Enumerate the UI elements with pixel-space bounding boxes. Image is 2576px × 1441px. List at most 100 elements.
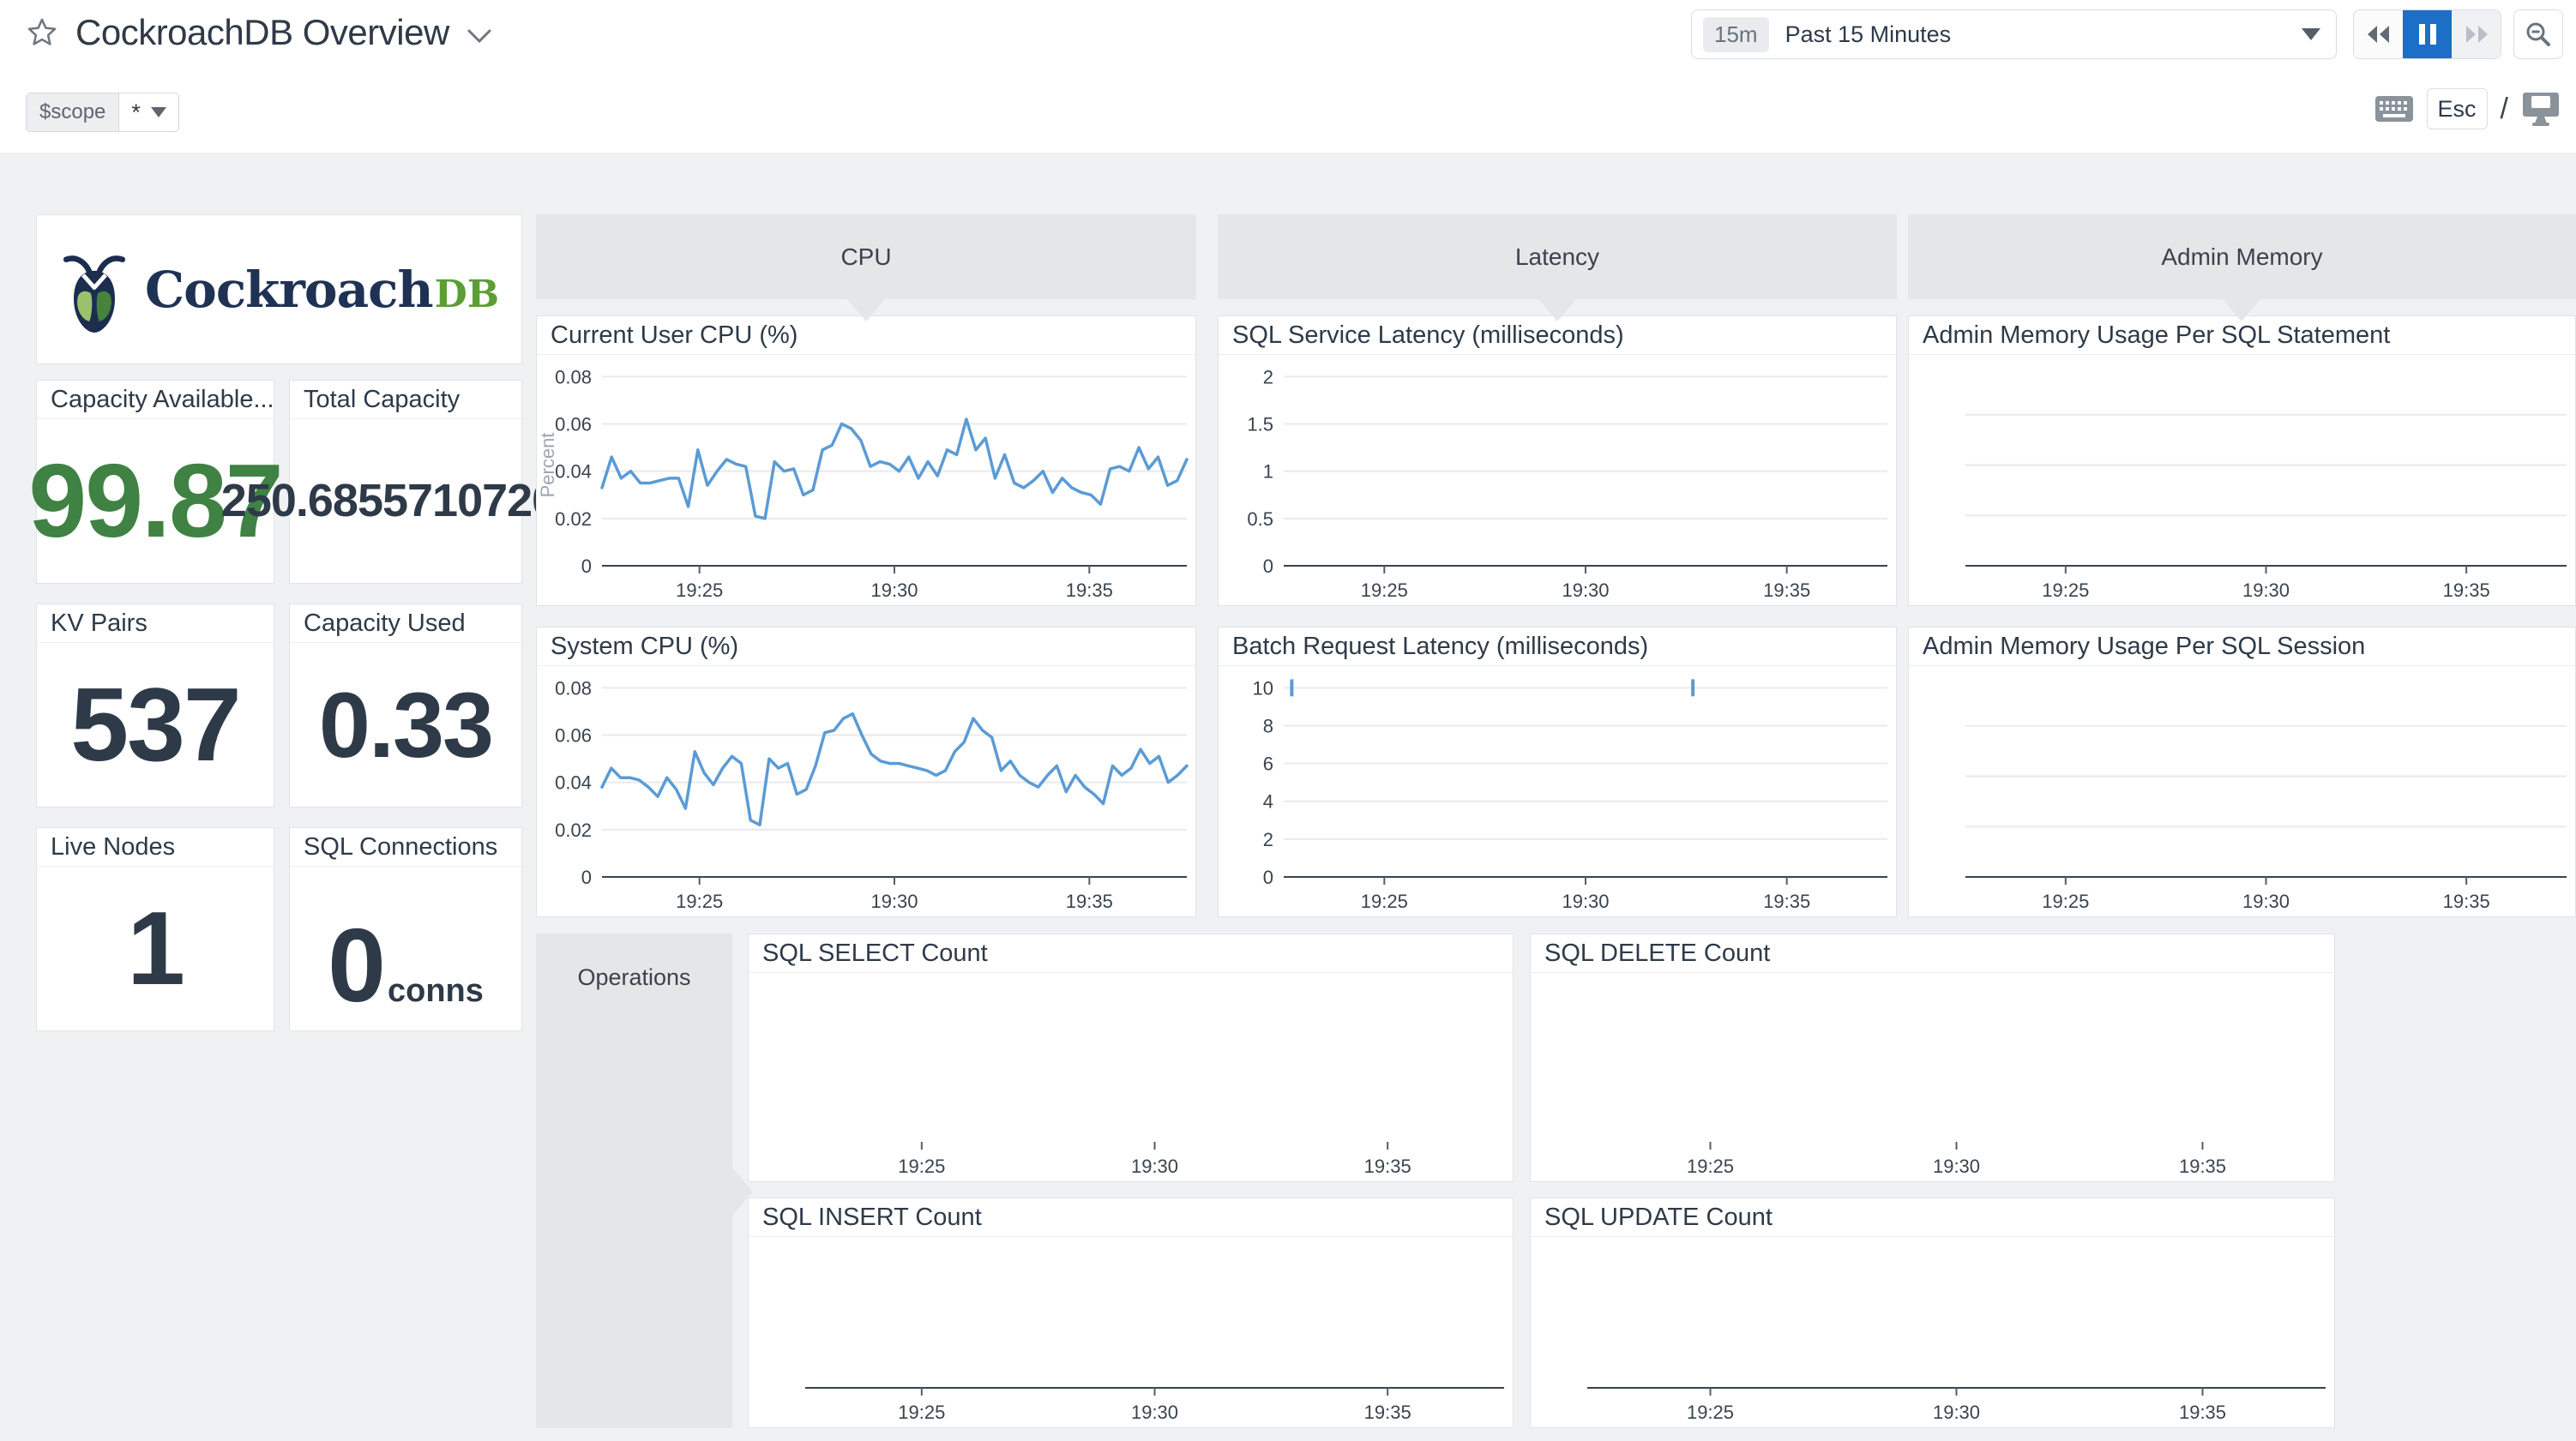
svg-text:0.06: 0.06: [555, 725, 592, 747]
chart-card-current-user-cpu: Current User CPU (%) 0 0.02 0.04 0.06 0.08 19…: [536, 315, 1196, 606]
fullscreen-monitor-icon[interactable]: [2521, 91, 2561, 127]
pause-icon: [2418, 24, 2436, 45]
chart-plot-sql-select-count[interactable]: 19:25 19:30 19:35: [749, 972, 1513, 1181]
svg-text:19:30: 19:30: [2242, 891, 2290, 912]
chart-title: SQL DELETE Count: [1531, 934, 2334, 973]
svg-text:0: 0: [581, 555, 592, 577]
svg-text:0.02: 0.02: [555, 820, 592, 841]
svg-text:19:25: 19:25: [2042, 579, 2089, 601]
chart-title: SQL INSERT Count: [749, 1198, 1513, 1237]
time-range-picker[interactable]: 15m Past 15 Minutes: [1691, 9, 2337, 59]
svg-text:19:30: 19:30: [2242, 579, 2290, 601]
zoom-out-button[interactable]: [2513, 9, 2563, 59]
svg-text:Percent: Percent: [537, 433, 558, 498]
page-title: CockroachDB Overview: [75, 12, 449, 52]
chart-plot-system-cpu[interactable]: 0 0.02 0.04 0.06 0.08 19:25 19:30 19:35: [537, 665, 1195, 916]
svg-text:19:30: 19:30: [870, 579, 918, 601]
pause-button[interactable]: [2403, 10, 2452, 58]
stat-label: Capacity Available...: [37, 381, 274, 419]
svg-text:19:25: 19:25: [676, 891, 723, 912]
svg-text:19:35: 19:35: [1364, 1156, 1411, 1177]
title-chevron-down-icon[interactable]: [466, 28, 492, 44]
chart-card-sql-delete-count: SQL DELETE Count 19:25 19:30 19:35: [1530, 934, 2335, 1182]
template-variable-scope[interactable]: $scope *: [26, 93, 179, 132]
svg-text:19:35: 19:35: [1066, 579, 1113, 601]
svg-text:0.5: 0.5: [1247, 508, 1273, 530]
scope-value-text: *: [131, 99, 141, 125]
chart-card-system-cpu: System CPU (%) 0 0.02 0.04 0.06 0.08 19:25 19:…: [536, 627, 1196, 917]
chart-plot-batch-request-latency[interactable]: 0 2 4 6 8 10 19:25 19:30 19:35: [1219, 665, 1896, 916]
group-header-cpu[interactable]: CPU: [536, 214, 1196, 299]
fast-forward-button[interactable]: [2452, 10, 2501, 58]
latency-group-pointer: [1538, 299, 1576, 321]
svg-text:8: 8: [1263, 715, 1273, 736]
star-icon[interactable]: [26, 16, 58, 49]
chart-card-batch-request-latency: Batch Request Latency (milliseconds) 0 2 4…: [1218, 627, 1897, 917]
svg-text:19:25: 19:25: [898, 1402, 945, 1423]
svg-text:19:30: 19:30: [870, 891, 918, 912]
cpu-group-pointer: [847, 299, 885, 321]
svg-text:19:30: 19:30: [1933, 1402, 1980, 1423]
stat-value: 250.6855710720: [220, 475, 557, 526]
logo-db-suffix: DB: [434, 272, 500, 316]
svg-text:10: 10: [1253, 677, 1273, 699]
stat-label: Live Nodes: [37, 828, 274, 867]
chart-card-sql-service-latency: SQL Service Latency (milliseconds) 0 0.5 1…: [1218, 315, 1897, 606]
admin-memory-group-pointer: [2223, 299, 2260, 321]
chart-title: System CPU (%): [537, 627, 1195, 666]
chart-title: SQL SELECT Count: [749, 934, 1513, 973]
rewind-button[interactable]: [2354, 10, 2403, 58]
svg-text:1: 1: [1263, 461, 1273, 483]
scope-variable-value[interactable]: *: [119, 93, 178, 131]
chart-card-sql-update-count: SQL UPDATE Count 19:25 19:30 19:35: [1530, 1198, 2335, 1428]
esc-key-button[interactable]: Esc: [2426, 88, 2488, 129]
svg-text:19:30: 19:30: [1131, 1156, 1178, 1177]
chart-plot-admin-memory-statement[interactable]: 19:25 19:30 19:35: [1909, 354, 2575, 605]
group-header-admin-memory[interactable]: Admin Memory: [1908, 214, 2576, 299]
stat-value: 1: [127, 890, 185, 1006]
slash-separator: /: [2500, 92, 2508, 125]
zoom-out-icon: [2526, 22, 2550, 46]
svg-text:19:35: 19:35: [1066, 891, 1113, 912]
stat-value: 0.33: [318, 672, 494, 777]
chart-card-admin-memory-session: Admin Memory Usage Per SQL Session 19:25…: [1908, 627, 2576, 917]
cockroach-bug-icon: [63, 255, 126, 333]
svg-text:0.08: 0.08: [555, 366, 592, 387]
svg-text:2: 2: [1263, 366, 1273, 387]
logo-wordmark: Cockroach: [144, 260, 434, 319]
time-range-badge: 15m: [1703, 16, 1769, 52]
chart-plot-sql-update-count[interactable]: 19:25 19:30 19:35: [1531, 1236, 2334, 1427]
chart-card-sql-insert-count: SQL INSERT Count 19:25 19:30 19:35: [748, 1198, 1514, 1428]
svg-text:0: 0: [1263, 555, 1273, 577]
svg-text:19:35: 19:35: [2443, 891, 2490, 912]
shortcut-hints: Esc /: [2374, 88, 2561, 129]
chart-title: Admin Memory Usage Per SQL Session: [1909, 627, 2575, 666]
group-header-operations[interactable]: Operations: [536, 934, 732, 1428]
chart-plot-sql-service-latency[interactable]: 0 0.5 1 1.5 2 19:25 19:30 19:35: [1219, 354, 1896, 605]
svg-text:1.5: 1.5: [1247, 414, 1273, 435]
cockroachdb-logo-card: CockroachDB: [36, 214, 522, 364]
stat-card-kv-pairs: KV Pairs 537: [36, 603, 274, 808]
stat-card-live-nodes: Live Nodes 1: [36, 827, 274, 1031]
operations-group-pointer: [732, 1168, 753, 1216]
scope-variable-name: $scope: [27, 93, 120, 131]
group-header-latency[interactable]: Latency: [1218, 214, 1897, 299]
svg-text:4: 4: [1263, 791, 1273, 813]
dashboard-header: CockroachDB Overview: [26, 12, 492, 53]
scope-caret-icon: [150, 107, 166, 117]
svg-text:19:25: 19:25: [1361, 891, 1408, 912]
stat-value: 537: [70, 666, 242, 783]
svg-text:0.08: 0.08: [555, 677, 592, 699]
time-range-label: Past 15 Minutes: [1785, 21, 1952, 47]
chart-plot-sql-delete-count[interactable]: 19:25 19:30 19:35: [1531, 972, 2334, 1181]
svg-text:0.02: 0.02: [555, 508, 592, 530]
stat-value: 0: [328, 907, 386, 1024]
chart-plot-sql-insert-count[interactable]: 19:25 19:30 19:35: [749, 1236, 1513, 1427]
svg-text:19:35: 19:35: [1364, 1402, 1411, 1423]
svg-text:0.06: 0.06: [555, 414, 592, 435]
chart-plot-admin-memory-session[interactable]: 19:25 19:30 19:35: [1909, 665, 2575, 916]
chart-card-sql-select-count: SQL SELECT Count 19:25 19:30 19:35: [748, 934, 1514, 1182]
svg-text:19:30: 19:30: [1933, 1156, 1980, 1177]
svg-text:0: 0: [1263, 867, 1273, 888]
chart-plot-current-user-cpu[interactable]: 0 0.02 0.04 0.06 0.08 19:25 19:30 19:35 Percent: [537, 354, 1195, 605]
